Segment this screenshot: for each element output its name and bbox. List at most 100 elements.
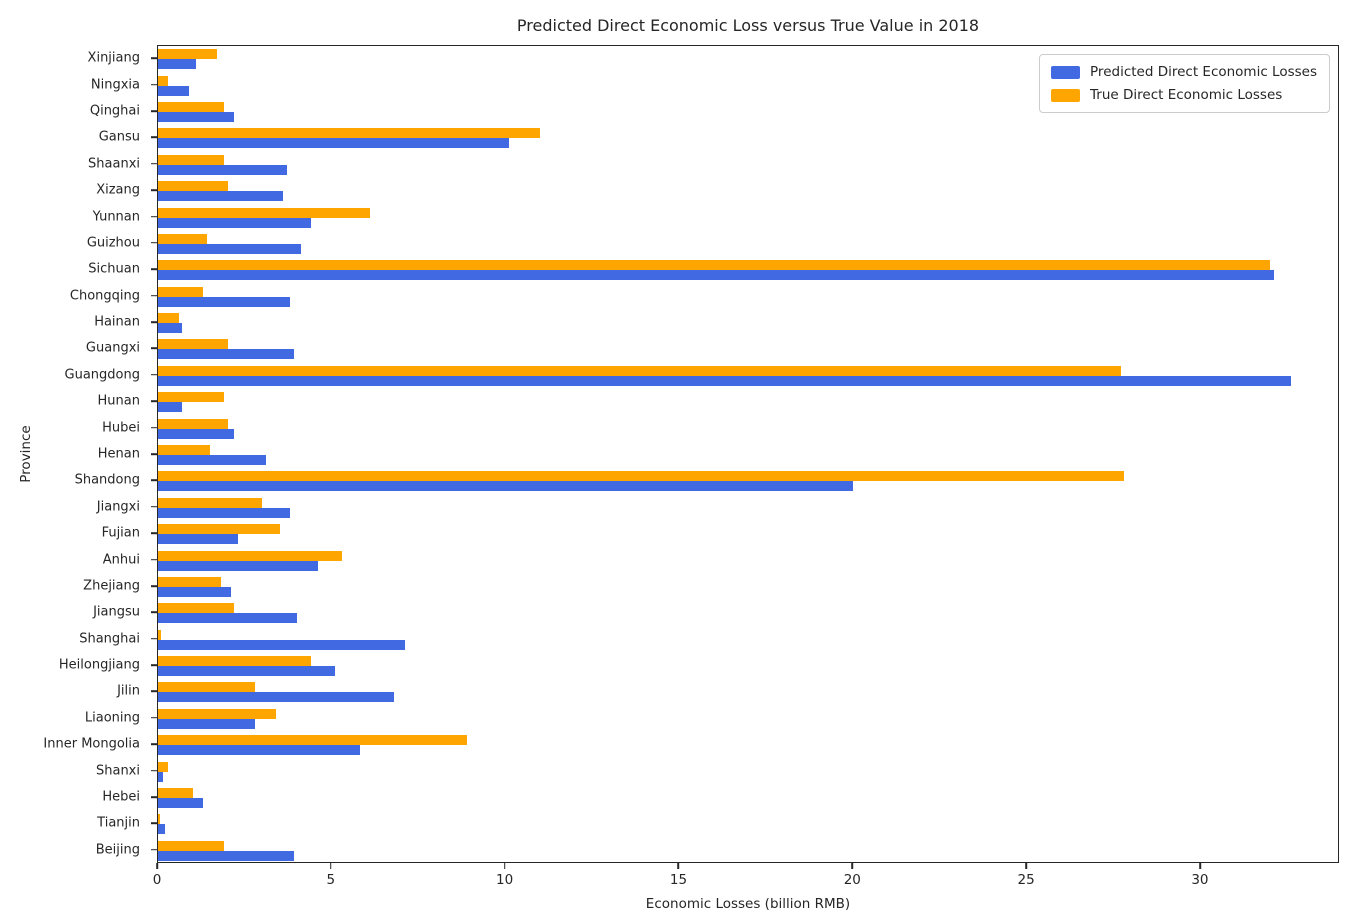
true-loss-bar [158,128,541,139]
y-tick-label: Shanghai [79,631,140,647]
y-tick-mark [150,796,157,798]
x-tick-label: 30 [1191,872,1209,888]
bar-group [158,152,1338,178]
y-tick-label: Gansu [98,129,140,145]
y-tick-mark [150,505,157,508]
x-tick-mark [330,863,332,869]
y-tick-mark [150,83,157,86]
predicted-loss-bar [158,111,235,122]
bar-group [158,547,1338,573]
bar-group [158,178,1338,204]
legend-swatch [1051,88,1081,102]
bar-group [158,310,1338,336]
true-loss-bar [158,524,280,535]
y-tick-label: Jiangsu [93,604,140,620]
legend-label: Predicted Direct Economic Losses [1090,64,1317,80]
bar-group [158,521,1338,547]
y-tick-label: Sichuan [88,261,140,277]
y-tick-label: Xinjiang [87,50,140,66]
x-tick-mark [1199,863,1201,869]
x-tick-mark [851,863,854,869]
y-tick-label: Qinghai [89,103,140,119]
bar-group [158,574,1338,600]
bar-group [158,389,1338,415]
true-loss-bar [158,497,263,508]
predicted-loss-bar [158,560,318,571]
true-loss-bar [158,576,221,587]
true-loss-bar [158,49,218,60]
y-tick-mark [150,743,157,746]
bar-group [158,257,1338,283]
bar-group [158,653,1338,679]
true-loss-bar [158,313,179,324]
predicted-loss-bar [158,191,284,202]
predicted-loss-bar [158,402,183,413]
x-tick-mark [1025,863,1027,869]
predicted-loss-bar [158,296,291,307]
true-loss-bar [158,418,228,429]
y-tick-mark [150,110,157,112]
y-tick-mark [150,532,157,534]
y-tick-label: Guangdong [64,367,140,383]
y-tick-mark [150,637,157,640]
bar-group [158,732,1338,758]
y-tick-mark [150,717,157,719]
true-loss-bar [158,656,311,667]
y-tick-label: Henan [97,446,140,462]
y-tick-mark [150,294,157,297]
y-axis-tick-marks [150,45,157,863]
bar-group [158,785,1338,811]
y-tick-mark [150,321,157,323]
y-tick-mark [150,822,157,825]
y-tick-label: Liaoning [84,710,140,726]
plot-area: Predicted Direct Economic Losses True Dir… [157,45,1339,863]
y-tick-mark [150,268,157,271]
predicted-loss-bar [158,243,301,254]
y-tick-mark [150,453,157,455]
true-loss-bar [158,444,211,455]
true-loss-bar [158,840,225,851]
x-tick-label: 5 [326,872,336,888]
y-tick-label: Heilongjiang [58,657,140,673]
bar-group [158,679,1338,705]
true-loss-bar [158,181,228,192]
y-tick-mark [150,611,157,614]
predicted-loss-bar [158,534,238,545]
y-axis-tick-labels: Xinjiang Ningxia Qinghai Gansu Shaanxi Xizang… [0,45,150,863]
x-tick-mark [156,863,158,869]
bar-group [158,811,1338,837]
y-tick-label: Guizhou [86,235,140,251]
y-tick-label: Hainan [94,314,140,330]
bar-group [158,72,1338,98]
true-loss-bar [158,233,207,244]
bar-group [158,125,1338,151]
y-tick-label: Shaanxi [88,156,140,172]
y-tick-mark [150,347,157,350]
true-loss-bar [158,75,169,86]
x-tick-label: 10 [496,872,514,888]
predicted-loss-bar [158,613,298,624]
y-tick-label: Shandong [74,472,140,488]
bar-group [158,99,1338,125]
y-tick-label: Jiangxi [96,499,140,515]
bar-group [158,600,1338,626]
true-loss-bar [158,339,228,350]
y-tick-mark [150,664,157,666]
y-tick-mark [150,479,157,482]
y-tick-mark [150,242,157,244]
true-loss-bar [158,286,204,297]
predicted-loss-bar [158,85,190,96]
true-loss-bar [158,788,193,799]
bar-group [158,283,1338,309]
predicted-loss-bar [158,164,287,175]
predicted-loss-bar [158,454,266,465]
true-loss-bar [158,101,225,112]
y-tick-mark [150,769,157,772]
true-loss-bar [158,550,343,561]
predicted-loss-bar [158,59,197,70]
bar-group [158,706,1338,732]
true-loss-bar [158,629,162,640]
y-tick-mark [150,136,157,139]
predicted-loss-bar [158,798,204,809]
